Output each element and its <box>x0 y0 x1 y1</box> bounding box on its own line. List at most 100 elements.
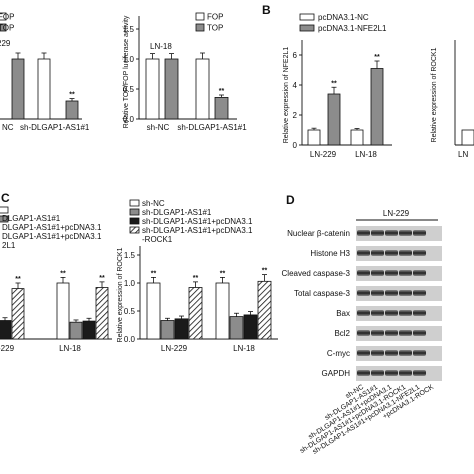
bars-a-right: ** <box>145 52 229 120</box>
bar <box>461 129 474 146</box>
panel-letter-d: D <box>286 193 295 207</box>
panel-letter-c: C <box>1 191 10 205</box>
blot-band <box>413 370 426 376</box>
bar <box>164 58 179 120</box>
bar <box>307 129 321 146</box>
bars-c-left: ** ** ** <box>0 270 109 340</box>
blot-band <box>371 310 384 316</box>
x-tick-label-ln229: -229 <box>0 344 15 353</box>
blot-band <box>357 270 370 276</box>
chart-c-left: DLGAP1-AS1#1 DLGAP1-AS1#1+pcDNA3.1 DLGAP… <box>0 206 112 353</box>
bar <box>257 280 272 340</box>
legend-label-top: TOP <box>207 24 223 33</box>
x-tick-label-ln: LN <box>458 150 468 159</box>
y-ticks: 0 2 4 6 <box>293 51 302 150</box>
significance-label: ** <box>193 275 199 282</box>
blot-row-label: Histone H3 <box>310 249 350 258</box>
y-tick-label: 1.5 <box>124 251 136 260</box>
blot-title: LN-229 <box>383 209 410 218</box>
legend-swatch-sh-dlgap1 <box>129 208 140 216</box>
blot-band <box>385 310 398 316</box>
legend-label-sh-nc: sh-NC <box>142 199 165 208</box>
legend-swatch-top <box>195 23 205 32</box>
bar <box>370 68 384 146</box>
blot-rows: Nuclear β-catenin Histone H3 Cleaved caspa… <box>282 226 442 381</box>
blot-band <box>399 370 412 376</box>
significance-label: ** <box>220 270 226 277</box>
y-tick-label: 4 <box>293 81 298 90</box>
significance-label: ** <box>374 54 380 61</box>
bar <box>82 320 96 340</box>
legend-swatch-sh-dlgap1 <box>0 215 9 223</box>
y-tick-label: 1.0 <box>124 279 136 288</box>
chart-title: LN-18 <box>150 42 172 51</box>
y-tick-label: 1.0 <box>123 55 135 64</box>
legend-label-nfe2l1-suffix: 2L1 <box>2 241 16 250</box>
blot-band <box>413 310 426 316</box>
blot-band <box>399 310 412 316</box>
y-tick-label: 6 <box>293 51 298 60</box>
bar <box>195 58 210 120</box>
legend-swatch-pcdna-nc <box>299 13 315 21</box>
blot-band <box>385 270 398 276</box>
bar <box>243 314 258 340</box>
blot-band <box>385 230 398 236</box>
significance-label: ** <box>151 270 157 277</box>
legend-label-pcdna: DLGAP1-AS1#1+pcDNA3.1 <box>2 223 102 232</box>
y-tick-label: 0.0 <box>124 335 136 344</box>
blot-band <box>399 350 412 356</box>
legend-swatch-sh-nc <box>0 206 9 214</box>
legend-swatch-top <box>0 23 7 32</box>
blot-band <box>371 270 384 276</box>
x-tick-label-ln18: LN-18 <box>355 150 377 159</box>
x-tick-label-ln229: LN-229 <box>161 344 188 353</box>
legend-label-fop: FOP <box>207 13 223 22</box>
y-tick-label: 0.5 <box>123 85 135 94</box>
blot-band <box>413 270 426 276</box>
legend-label-sh-dlgap1: DLGAP1-AS1#1 <box>2 214 61 223</box>
blot-band <box>357 330 370 336</box>
x-tick-label-ln18: LN-18 <box>59 344 81 353</box>
blot-band <box>399 250 412 256</box>
blot-band <box>413 350 426 356</box>
blot-band <box>413 290 426 296</box>
blot-band <box>399 230 412 236</box>
bar <box>11 58 25 120</box>
y-axis-label: Relative expression of ROCK1 <box>117 247 124 342</box>
panel-letter-b: B <box>262 3 271 17</box>
bar <box>229 316 244 340</box>
bar <box>95 287 109 340</box>
blot-band <box>357 370 370 376</box>
y-ticks: 0.0 0.5 1.0 1.5 <box>124 251 140 344</box>
blot-band <box>371 230 384 236</box>
legend-label-pcdna-nc: pcDNA3.1-NC <box>318 13 369 22</box>
bar <box>215 282 230 340</box>
bar <box>69 321 83 340</box>
x-tick-label-sh-nc: sh-NC <box>147 123 170 132</box>
y-tick-label: 0.0 <box>123 115 135 124</box>
blot-band <box>413 250 426 256</box>
blot-band <box>399 270 412 276</box>
legend-label-top: TOP <box>0 24 14 33</box>
blot-band <box>399 330 412 336</box>
legend-label-pcdna: sh-DLGAP1-AS1#1+pcDNA3.1 <box>142 217 253 226</box>
bars-b-right <box>461 129 474 146</box>
significance-label: ** <box>99 275 105 282</box>
legend-label-pcdna-rock1: sh-DLGAP1-AS1#1+pcDNA3.1 -ROCK1 <box>142 226 253 244</box>
bar <box>188 287 203 340</box>
significance-label: ** <box>219 88 225 95</box>
x-tick-label-sh-dlgap1: sh-DLGAP1-AS1#1 <box>177 123 247 132</box>
bar <box>174 318 189 340</box>
bar <box>56 282 70 340</box>
legend-swatch-pcdna-nfe2l1 <box>299 24 315 32</box>
chart-c-right: Relative expression of ROCK1 sh-NC sh-DL… <box>117 199 278 353</box>
y-ticks: 0.0 0.5 1.0 1.5 <box>123 25 139 124</box>
western-blot: LN-229 Nuclear β-catenin Histone H3 Cleave… <box>282 209 442 456</box>
bars-b-left: ** ** <box>307 54 384 146</box>
blot-row-label: Bax <box>336 309 350 318</box>
chart-a-right: Relative TOP/FOP luciferase activity LN-… <box>123 13 247 133</box>
blot-lane-labels: sh-NCsh-DLGAP1-AS1#1sh-DLGAP1-AS1#1+pcDN… <box>299 384 435 456</box>
blot-row-label: GAPDH <box>322 369 351 378</box>
blot-band <box>357 290 370 296</box>
